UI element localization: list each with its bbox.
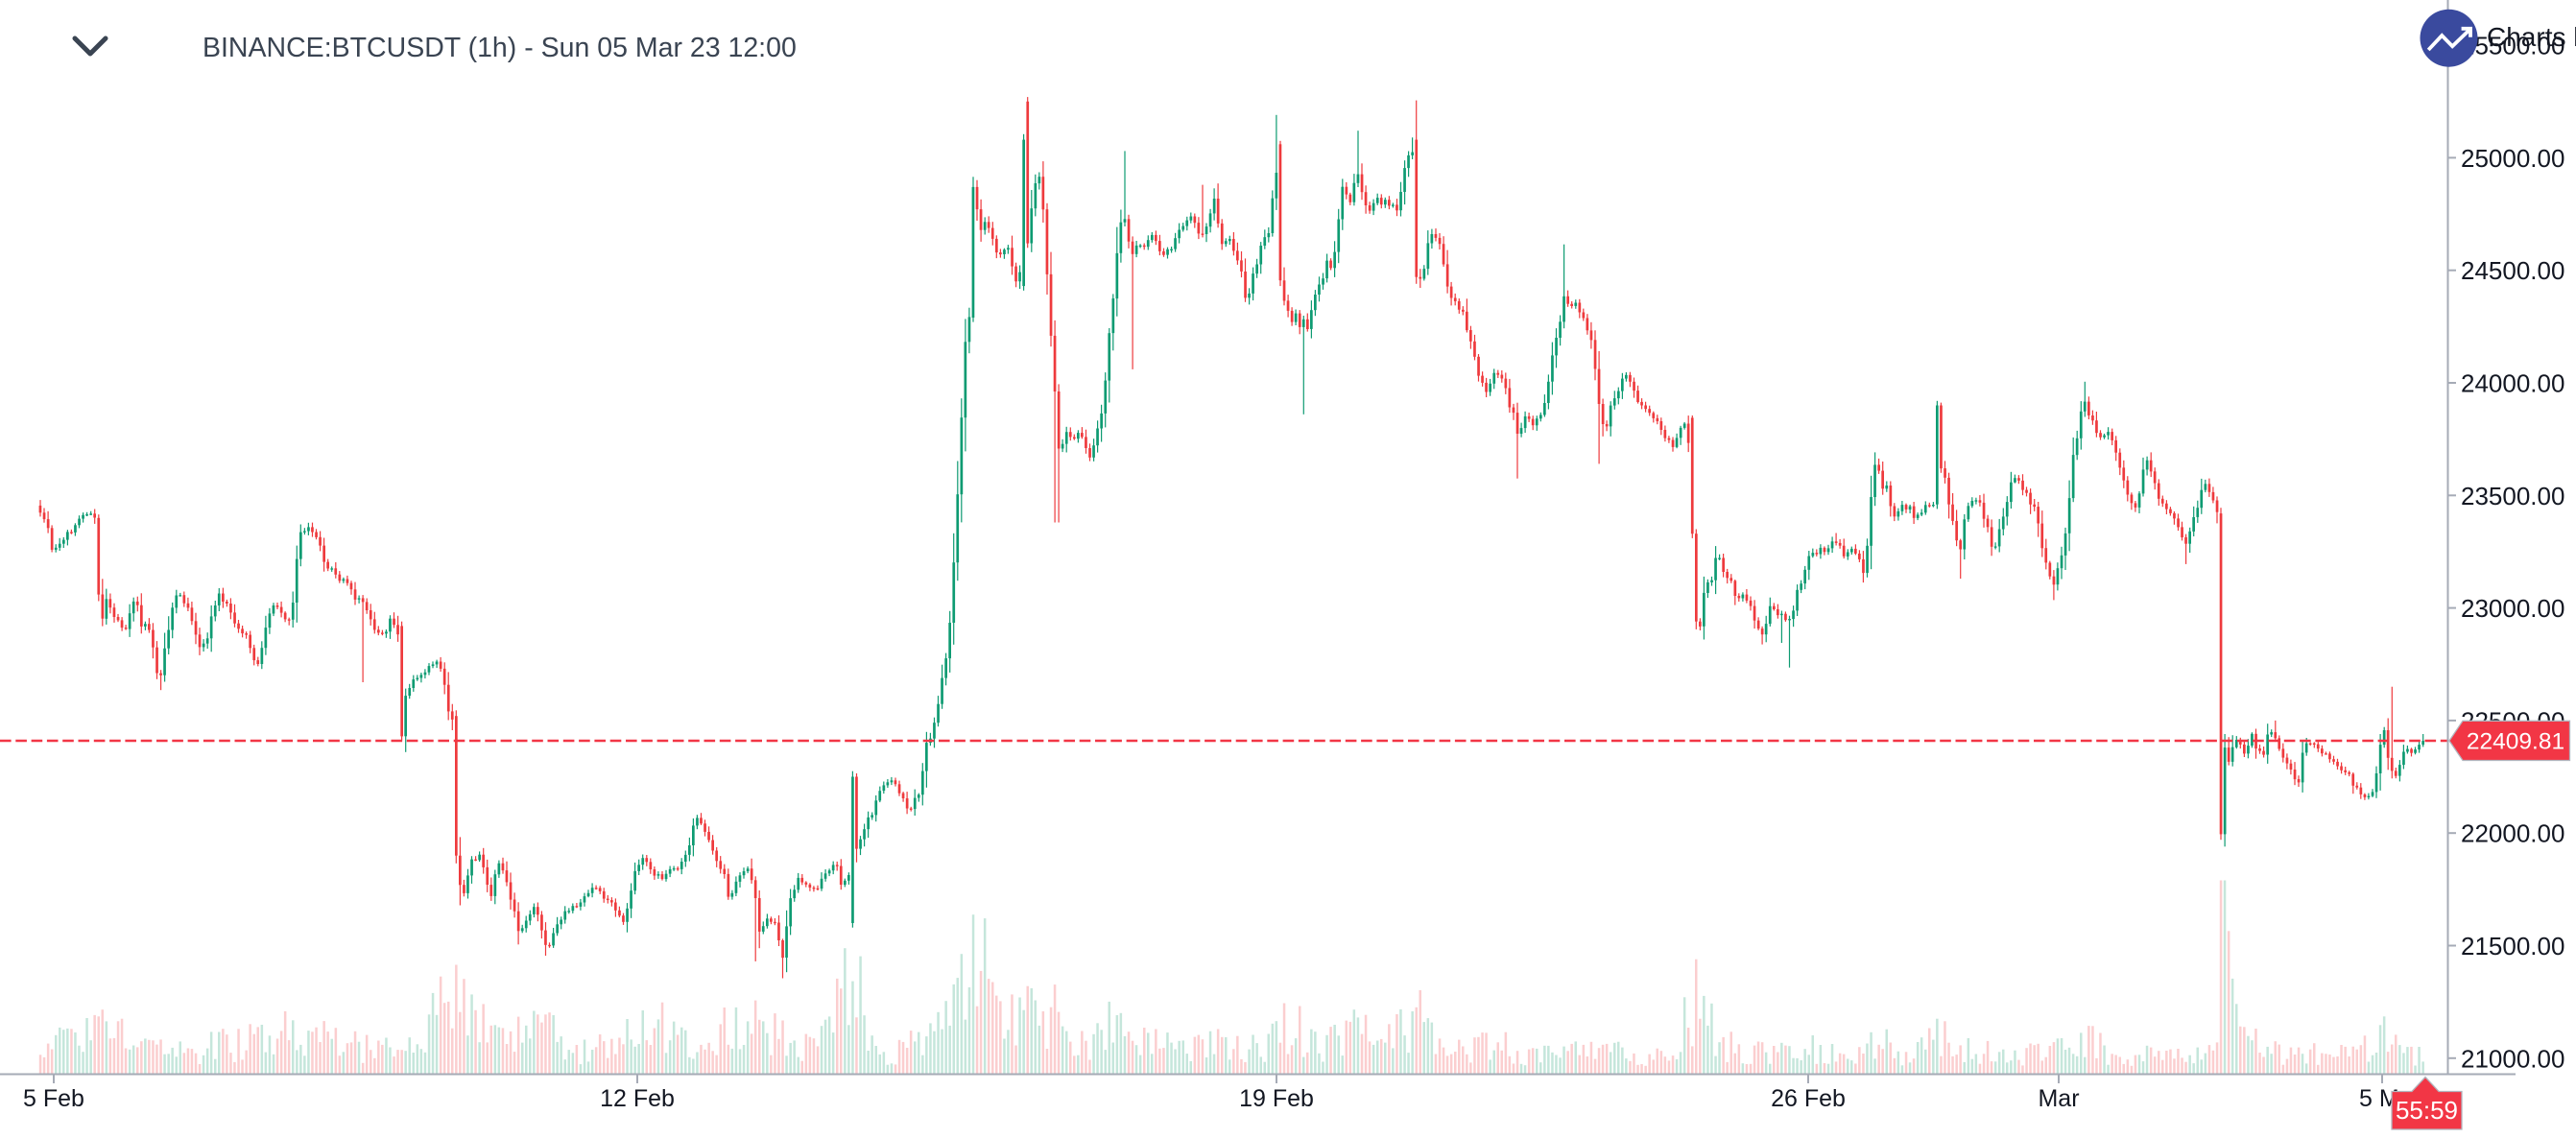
svg-text:Mar: Mar	[2038, 1085, 2079, 1112]
svg-text:25500.00: 25500.00	[2461, 32, 2564, 60]
svg-text:23500.00: 23500.00	[2461, 482, 2564, 510]
svg-text:26 Feb: 26 Feb	[1771, 1085, 1846, 1112]
svg-text:5 Feb: 5 Feb	[23, 1085, 84, 1112]
svg-text:19 Feb: 19 Feb	[1239, 1085, 1314, 1112]
svg-text:55:59: 55:59	[2396, 1096, 2458, 1125]
svg-text:21500.00: 21500.00	[2461, 932, 2564, 960]
svg-text:Charts by: Charts by	[2487, 22, 2576, 52]
svg-text:12 Feb: 12 Feb	[600, 1085, 675, 1112]
svg-text:BINANCE:BTCUSDT (1h) - Sun 05: BINANCE:BTCUSDT (1h) - Sun 05 Mar 23 12:…	[203, 33, 797, 63]
svg-text:24000.00: 24000.00	[2461, 369, 2564, 398]
svg-text:21000.00: 21000.00	[2461, 1044, 2564, 1073]
svg-text:22409.81: 22409.81	[2467, 729, 2564, 755]
svg-text:24500.00: 24500.00	[2461, 256, 2564, 285]
svg-text:22000.00: 22000.00	[2461, 819, 2564, 848]
svg-text:25000.00: 25000.00	[2461, 144, 2564, 173]
svg-text:23000.00: 23000.00	[2461, 594, 2564, 623]
